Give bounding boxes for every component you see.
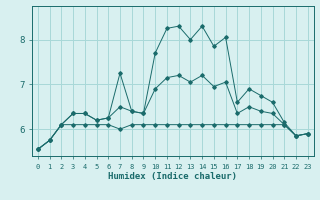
X-axis label: Humidex (Indice chaleur): Humidex (Indice chaleur) [108, 172, 237, 181]
